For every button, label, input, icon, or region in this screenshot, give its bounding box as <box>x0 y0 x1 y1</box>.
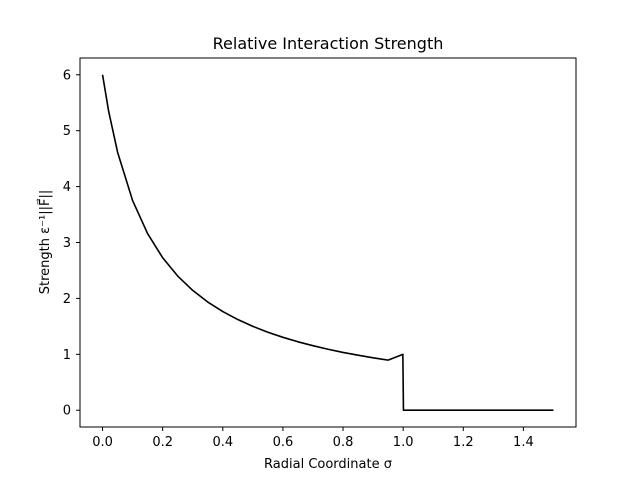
y-tick-label: 0 <box>63 404 71 419</box>
x-axis-label: Radial Coordinate σ <box>264 457 392 472</box>
x-tick-label: 1.4 <box>513 435 534 450</box>
x-tick-label: 1.0 <box>393 435 414 450</box>
x-tick-label: 0.6 <box>273 435 294 450</box>
y-tick-label: 1 <box>63 348 71 363</box>
y-axis: 0 1 2 3 4 5 6 <box>63 68 80 419</box>
y-tick-label: 4 <box>63 180 71 195</box>
chart-title: Relative Interaction Strength <box>213 34 444 53</box>
x-axis: 0.0 0.2 0.4 0.6 0.8 1.0 1.2 1.4 <box>92 427 534 450</box>
y-tick-label: 3 <box>63 236 71 251</box>
y-tick-label: 2 <box>63 292 71 307</box>
x-tick-label: 0.2 <box>152 435 173 450</box>
y-tick-label: 5 <box>63 124 71 139</box>
x-tick-label: 0.0 <box>92 435 113 450</box>
y-tick-label: 6 <box>63 68 71 83</box>
series-layer <box>101 74 554 412</box>
series-line <box>101 74 554 412</box>
x-tick-label: 0.4 <box>212 435 233 450</box>
x-tick-label: 0.8 <box>333 435 354 450</box>
x-tick-label: 1.2 <box>453 435 474 450</box>
y-axis-label: Strength ε⁻¹||F⃗|| <box>37 190 53 294</box>
plot-area <box>79 57 577 428</box>
